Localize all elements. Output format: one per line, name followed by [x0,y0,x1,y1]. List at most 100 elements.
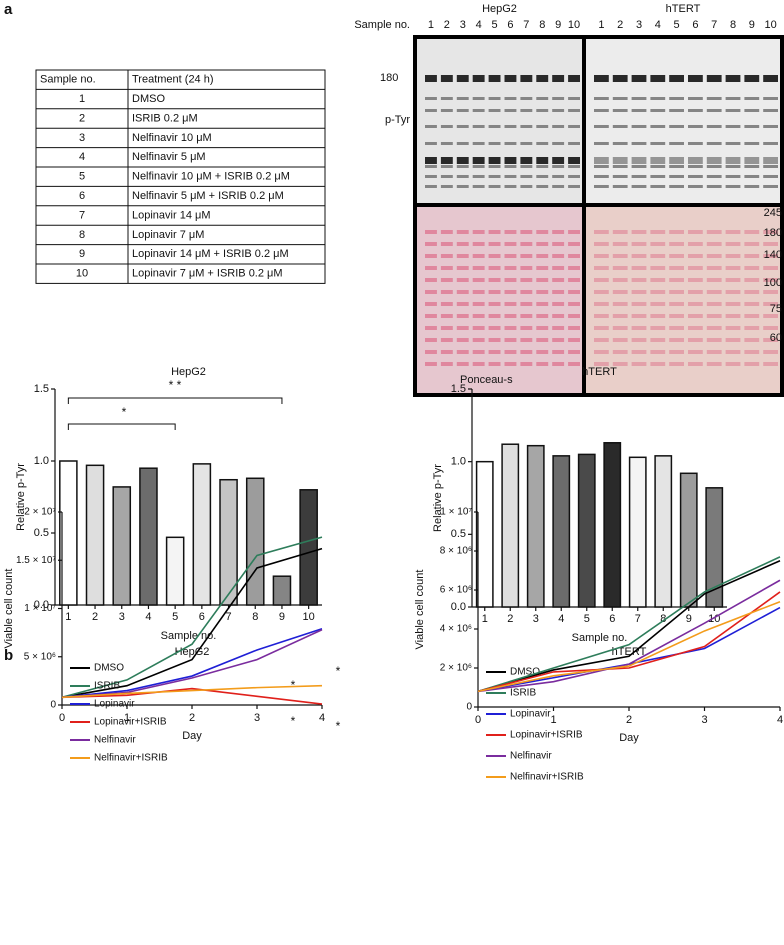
blot-band [763,157,778,164]
ponceau-band [456,350,469,354]
ponceau-band [706,314,722,318]
ponceau-band [725,242,741,246]
blot-band [456,175,469,178]
ponceau-band [763,314,778,318]
ponceau-band [568,278,580,282]
blot-band [488,97,501,100]
ponceau-band [536,242,549,246]
ponceau-band [763,230,778,234]
blot-band [744,75,760,82]
ponceau-band [440,314,453,318]
blot-band [472,75,485,82]
blot-band [650,75,666,82]
blot-band [763,142,778,145]
ponceau-band [706,326,722,330]
bar [552,455,571,608]
ponceau-band [594,242,609,246]
ponceau-band [650,266,666,270]
blot-band [552,165,565,168]
blot-band [425,185,437,188]
ponceau-band [706,278,722,282]
legend-label: Lopinavir [94,699,135,710]
ponceau-band [612,326,628,330]
ponceau-band [650,230,666,234]
blot-band [669,109,684,112]
x-tick-label: 8 [660,613,666,625]
ponceau-band [425,230,437,234]
x-axis-label: Day [182,730,202,742]
blot-band [594,75,609,82]
blot-band [688,157,703,164]
blot-band [440,157,453,164]
annotation: * [336,664,341,678]
blot-band [706,185,722,188]
ponceau-band [440,362,453,366]
blot-band [425,165,437,168]
x-tick-label: 6 [609,613,615,625]
blot-band [472,109,485,112]
blot-band [669,125,684,128]
blot-band [612,142,628,145]
x-axis-label: Sample no. [572,632,628,644]
ponceau-band [744,242,760,246]
blot-band [706,175,722,178]
blot-lane-number: 5 [491,19,497,31]
blot-marker: 75 [770,303,782,315]
x-tick-label: 2 [626,714,632,726]
ponceau-band [612,338,628,342]
blot-band [440,125,453,128]
ponceau-band [725,254,741,258]
legend-label: Nelfinavir [510,751,552,762]
ponceau-band [488,230,501,234]
x-tick-label: 1 [65,611,71,623]
blot-lane-number: 8 [730,19,736,31]
blot-lane-number: 6 [692,19,698,31]
ponceau-band [552,338,565,342]
ponceau-band [552,362,565,366]
ponceau-band [552,254,565,258]
ponceau-band [650,254,666,258]
ponceau-band [594,314,609,318]
ponceau-band [536,230,549,234]
ponceau-band [440,278,453,282]
blot-band [688,125,703,128]
blot-band [725,157,741,164]
ponceau-band [688,230,703,234]
y-tick-label: 1.5 [451,383,466,395]
ponceau-band [706,338,722,342]
ponceau-band [631,338,647,342]
ponceau-band [763,266,778,270]
blot-band [594,185,609,188]
ponceau-band [472,350,485,354]
legend-label: Nelfinavir+ISRIB [510,772,584,783]
ponceau-band [763,362,778,366]
ponceau-band [536,290,549,294]
table-cell: Sample no. [40,74,96,86]
ponceau-band [706,362,722,366]
x-tick-label: 5 [584,613,590,625]
blot-lane-number: 2 [444,19,450,31]
blot-band [440,185,453,188]
blot-lane-number: 7 [711,19,717,31]
table-cell: Nelfinavir 10 μM [132,132,212,144]
ponceau-band [536,326,549,330]
x-tick-label: 4 [558,613,564,625]
table-cell: DMSO [132,93,165,105]
blot-band [594,109,609,112]
ponceau-band [552,266,565,270]
blot-band [456,75,469,82]
blot-band [612,75,628,82]
blot-band [706,97,722,100]
blot-band [763,75,778,82]
ponceau-band [472,290,485,294]
ponceau-band [504,350,517,354]
blot-band [536,125,549,128]
ponceau-band [472,326,485,330]
blot-band [612,175,628,178]
blot-band [504,109,517,112]
ponceau-band [612,254,628,258]
bar [299,489,318,606]
blot-band [456,142,469,145]
ponceau-band [763,302,778,306]
ponceau-band [456,290,469,294]
